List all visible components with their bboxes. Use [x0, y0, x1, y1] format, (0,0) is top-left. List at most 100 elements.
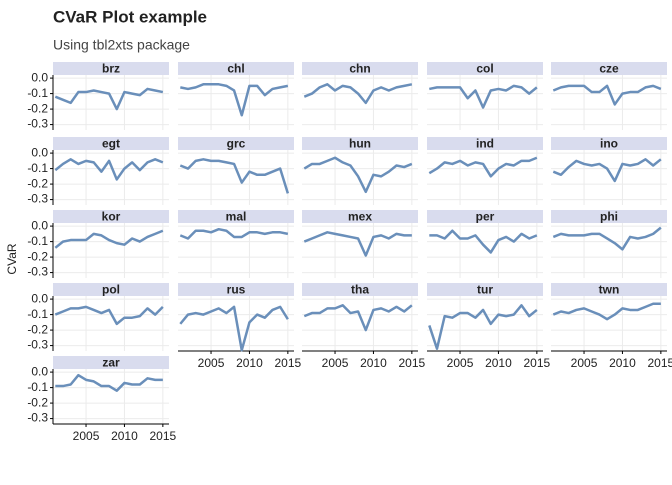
- strip-label: hun: [349, 137, 371, 151]
- y-tick-label: -0.2: [27, 249, 48, 263]
- strip: [302, 283, 418, 296]
- strip: [551, 283, 667, 296]
- series-line: [428, 156, 538, 178]
- strip: [551, 137, 667, 150]
- strip-label: twn: [599, 283, 620, 297]
- x-tick-label: 2015: [648, 356, 672, 370]
- strip: [302, 62, 418, 75]
- strip: [178, 62, 294, 75]
- y-tick-label: 0.0: [31, 70, 48, 84]
- y-tick-label: 0.0: [31, 218, 48, 232]
- strip: [53, 62, 169, 75]
- strip-label: egt: [102, 137, 120, 151]
- series-line: [552, 302, 661, 321]
- y-tick-label: 0.0: [31, 291, 48, 305]
- strip-label: tha: [351, 283, 369, 297]
- strip-label: chn: [349, 62, 370, 76]
- strip: [53, 137, 169, 150]
- series-line: [303, 304, 413, 332]
- series-line: [552, 84, 662, 106]
- strip-label: mal: [226, 210, 247, 224]
- series-line: [303, 231, 412, 257]
- chart-subtitle: Using tbl2xts package: [53, 37, 190, 53]
- y-tick-label: -0.3: [27, 265, 48, 279]
- strip: [178, 210, 294, 223]
- y-tick-label: -0.1: [27, 161, 48, 175]
- x-tick-label: 2015: [399, 356, 426, 370]
- x-tick-label: 2010: [360, 356, 387, 370]
- strip: [427, 137, 543, 150]
- strip-label: ino: [600, 137, 618, 151]
- strip-label: per: [476, 210, 495, 224]
- y-tick-label: -0.1: [27, 307, 48, 321]
- series-line: [179, 227, 289, 240]
- series-line: [552, 158, 662, 183]
- strip: [302, 210, 418, 223]
- x-tick-label: 2015: [150, 429, 177, 443]
- series-line: [54, 229, 164, 249]
- x-tick-label: 2015: [275, 356, 302, 370]
- x-tick-label: 2015: [524, 356, 551, 370]
- strip-label: grc: [227, 137, 246, 151]
- strip-label: phi: [600, 210, 618, 224]
- y-axis-title: CVaR: [5, 243, 19, 274]
- series-line: [429, 84, 538, 109]
- series-line: [180, 83, 289, 117]
- strip-label: brz: [102, 62, 120, 76]
- strip: [427, 283, 543, 296]
- x-tick-label: 2005: [447, 356, 474, 370]
- strip-label: tur: [477, 283, 493, 297]
- strip: [53, 283, 169, 296]
- y-tick-label: -0.1: [27, 380, 48, 394]
- strip: [178, 137, 294, 150]
- y-tick-label: 0.0: [31, 364, 48, 378]
- series-line: [428, 304, 538, 350]
- y-tick-label: -0.3: [27, 192, 48, 206]
- strip: [551, 62, 667, 75]
- strip-label: pol: [102, 283, 120, 297]
- series-line: [54, 158, 164, 181]
- x-tick-label: 2010: [111, 429, 138, 443]
- series-line: [179, 158, 290, 194]
- series-line: [54, 305, 164, 326]
- strip-label: chl: [227, 62, 244, 76]
- strip: [551, 210, 667, 223]
- x-tick-label: 2010: [236, 356, 263, 370]
- series-line: [55, 373, 163, 392]
- series-line: [303, 83, 413, 105]
- strip-label: zar: [102, 356, 120, 370]
- series-line: [303, 156, 413, 194]
- y-tick-label: -0.2: [27, 176, 48, 190]
- strip-label: col: [476, 62, 493, 76]
- x-tick-label: 2005: [571, 356, 598, 370]
- y-tick-label: -0.1: [27, 86, 48, 100]
- y-tick-label: -0.2: [27, 101, 48, 115]
- y-tick-label: -0.3: [27, 338, 48, 352]
- series-line: [552, 226, 662, 251]
- x-tick-label: 2010: [609, 356, 636, 370]
- series-line: [179, 305, 289, 352]
- x-tick-label: 2005: [73, 429, 100, 443]
- x-tick-label: 2005: [198, 356, 225, 370]
- y-tick-label: -0.2: [27, 395, 48, 409]
- strip: [302, 137, 418, 150]
- strip: [53, 210, 169, 223]
- y-tick-label: -0.1: [27, 234, 48, 248]
- strip-label: ind: [476, 137, 494, 151]
- series-line: [54, 87, 164, 111]
- series-line: [429, 229, 538, 254]
- strip-label: kor: [102, 210, 121, 224]
- strip-label: mex: [348, 210, 372, 224]
- y-tick-label: -0.3: [27, 117, 48, 131]
- strip: [427, 210, 543, 223]
- strip: [178, 283, 294, 296]
- strip-label: rus: [227, 283, 246, 297]
- strip-label: cze: [599, 62, 619, 76]
- chart-title: CVaR Plot example: [53, 7, 207, 26]
- y-tick-label: -0.2: [27, 322, 48, 336]
- y-tick-label: 0.0: [31, 145, 48, 159]
- strip: [427, 62, 543, 75]
- strip: [53, 356, 169, 369]
- x-tick-label: 2005: [322, 356, 349, 370]
- x-tick-label: 2010: [485, 356, 512, 370]
